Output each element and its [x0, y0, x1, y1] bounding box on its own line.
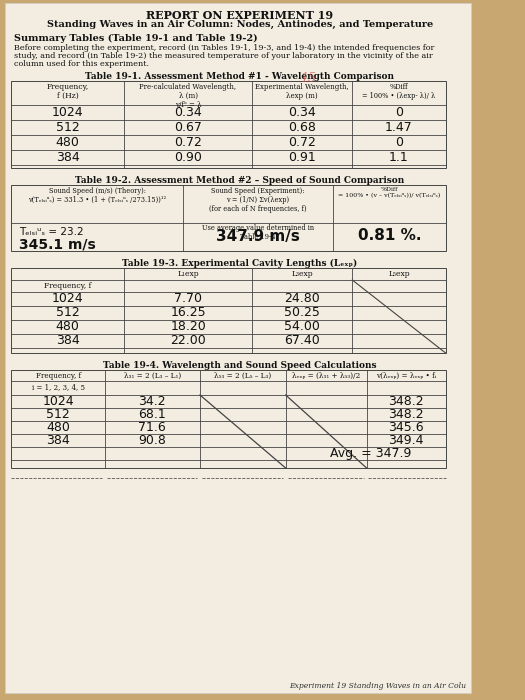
Text: λ₃₁ = 2 (L₃ – L₁): λ₃₁ = 2 (L₃ – L₁) [124, 372, 181, 380]
Bar [12, 370, 446, 468]
Text: 1024: 1024 [52, 293, 83, 305]
Text: study, and record (in Table 19-2) the measured temperature of your laboratory in: study, and record (in Table 19-2) the me… [14, 52, 433, 60]
Text: 90.8: 90.8 [139, 434, 166, 447]
Text: L₁exp: L₁exp [177, 270, 199, 278]
Text: 512: 512 [46, 408, 70, 421]
Text: 0.81 %.: 0.81 %. [358, 228, 421, 242]
Bar [12, 268, 446, 353]
Text: λₑₓₚ = (λ₃₁ + λ₅₃)/2: λₑₓₚ = (λ₃₁ + λ₅₃)/2 [292, 372, 360, 380]
Text: 16.25: 16.25 [170, 307, 206, 319]
Text: 480: 480 [46, 421, 70, 434]
Text: Frequency, f: Frequency, f [44, 282, 91, 290]
Text: 1.1: 1.1 [389, 151, 409, 164]
Text: 345.1 m/s: 345.1 m/s [19, 237, 96, 251]
Text: 50.25: 50.25 [285, 307, 320, 319]
Text: 71.6: 71.6 [139, 421, 166, 434]
Text: REPORT ON EXPERIMENT 19: REPORT ON EXPERIMENT 19 [146, 10, 333, 21]
Text: Experiment 19 Standing Waves in an Air Colu: Experiment 19 Standing Waves in an Air C… [290, 682, 467, 690]
Text: λ₅₃ = 2 (L₅ – L₃): λ₅₃ = 2 (L₅ – L₃) [214, 372, 271, 380]
Bar [12, 81, 446, 168]
Text: Standing Waves in an Air Column: Nodes, Antinodes, and Temperature: Standing Waves in an Air Column: Nodes, … [47, 20, 433, 29]
Text: Sound Speed (Experiment):
v = (1/N) Σv(λexp)
(for each of N frequencies, f)

Use: Sound Speed (Experiment): v = (1/N) Σv(λ… [202, 187, 314, 241]
Text: 348.2: 348.2 [388, 408, 424, 421]
Text: 15: 15 [300, 72, 316, 85]
Text: Avg. = 347.9: Avg. = 347.9 [330, 447, 411, 460]
Text: 7.70: 7.70 [174, 293, 202, 305]
Text: 68.1: 68.1 [139, 408, 166, 421]
Text: 0.67: 0.67 [174, 121, 202, 134]
Text: Table 19-2. Assessment Method #2 – Speed of Sound Comparison: Table 19-2. Assessment Method #2 – Speed… [75, 176, 405, 185]
Text: Frequency, f: Frequency, f [36, 372, 81, 380]
Text: 1024: 1024 [52, 106, 83, 119]
Text: L₃exp: L₃exp [291, 270, 313, 278]
Text: %Diff
= 100% • (λexp- λ)/ λ: %Diff = 100% • (λexp- λ)/ λ [362, 83, 436, 100]
Text: 0.91: 0.91 [288, 151, 316, 164]
Text: Frequency,
f (Hz): Frequency, f (Hz) [47, 83, 89, 100]
Text: 0.72: 0.72 [174, 136, 202, 149]
Text: v(λₑₓₚ) = λₑₓₚ • fᵢ: v(λₑₓₚ) = λₑₓₚ • fᵢ [376, 372, 436, 380]
Text: 512: 512 [56, 307, 79, 319]
Text: 0.72: 0.72 [288, 136, 316, 149]
Text: Table 19-4. Wavelength and Sound Speed Calculations: Table 19-4. Wavelength and Sound Speed C… [103, 361, 377, 370]
Text: 384: 384 [56, 151, 79, 164]
Bar [12, 185, 446, 251]
Text: 480: 480 [56, 321, 80, 333]
Text: i = 1, 2, 3, 4, 5: i = 1, 2, 3, 4, 5 [32, 383, 85, 391]
Text: 512: 512 [56, 121, 79, 134]
Text: T⁣ₑₗₛᵢᵘₛ = 23.2: T⁣ₑₗₛᵢᵘₛ = 23.2 [19, 227, 83, 237]
Text: 24.80: 24.80 [285, 293, 320, 305]
Text: 1.47: 1.47 [385, 121, 413, 134]
Text: Sound Speed (m/s) (Theory):
v(T⁣ₑₗₛᵢᵘₛ) = 331.3 • (1 + (T⁣ₑₗₛᵢᵘₛ /273.15))¹²: Sound Speed (m/s) (Theory): v(T⁣ₑₗₛᵢᵘₛ) … [28, 187, 166, 204]
Text: 0: 0 [395, 136, 403, 149]
Text: Experimental Wavelength,
λexp (m): Experimental Wavelength, λexp (m) [256, 83, 349, 100]
Text: Table 19-1. Assessment Method #1 - Wavelength Comparison: Table 19-1. Assessment Method #1 - Wavel… [86, 72, 394, 81]
Text: 0.68: 0.68 [288, 121, 316, 134]
Text: 345.6: 345.6 [388, 421, 424, 434]
Text: 54.00: 54.00 [285, 321, 320, 333]
Text: Pre-calculated Wavelength,
λ (m)
v/fᵒ = λ: Pre-calculated Wavelength, λ (m) v/fᵒ = … [140, 83, 237, 109]
Text: 384: 384 [56, 335, 79, 347]
Text: %Diff
= 100% • (v – v(T⁣ₑₗₛᵢᵘₛ))/ v(T⁣ₑₗₛᵢᵘₛ): %Diff = 100% • (v – v(T⁣ₑₗₛᵢᵘₛ))/ v(T⁣ₑₗ… [338, 187, 440, 198]
Text: 0.34: 0.34 [288, 106, 316, 119]
Text: 0: 0 [395, 106, 403, 119]
Text: column used for this experiment.: column used for this experiment. [14, 60, 149, 68]
Text: 384: 384 [46, 434, 70, 447]
Text: Summary Tables (Table 19-1 and Table 19-2): Summary Tables (Table 19-1 and Table 19-… [14, 34, 258, 43]
Text: 34.2: 34.2 [139, 395, 166, 408]
Text: 347.9 m/s: 347.9 m/s [216, 230, 300, 244]
Text: L₅exp: L₅exp [388, 270, 410, 278]
Text: 0.34: 0.34 [174, 106, 202, 119]
Text: 349.4: 349.4 [388, 434, 424, 447]
Text: 22.00: 22.00 [170, 335, 206, 347]
Text: 18.20: 18.20 [170, 321, 206, 333]
Text: 0.90: 0.90 [174, 151, 202, 164]
Text: 1024: 1024 [43, 395, 74, 408]
Text: 67.40: 67.40 [285, 335, 320, 347]
Text: 348.2: 348.2 [388, 395, 424, 408]
Text: Before completing the experiment, record (in Tables 19-1, 19-3, and 19-4) the in: Before completing the experiment, record… [14, 44, 435, 52]
Text: Table 19-3. Experimental Cavity Lengths (Lₑₓₚ): Table 19-3. Experimental Cavity Lengths … [122, 259, 358, 268]
Text: 480: 480 [56, 136, 80, 149]
